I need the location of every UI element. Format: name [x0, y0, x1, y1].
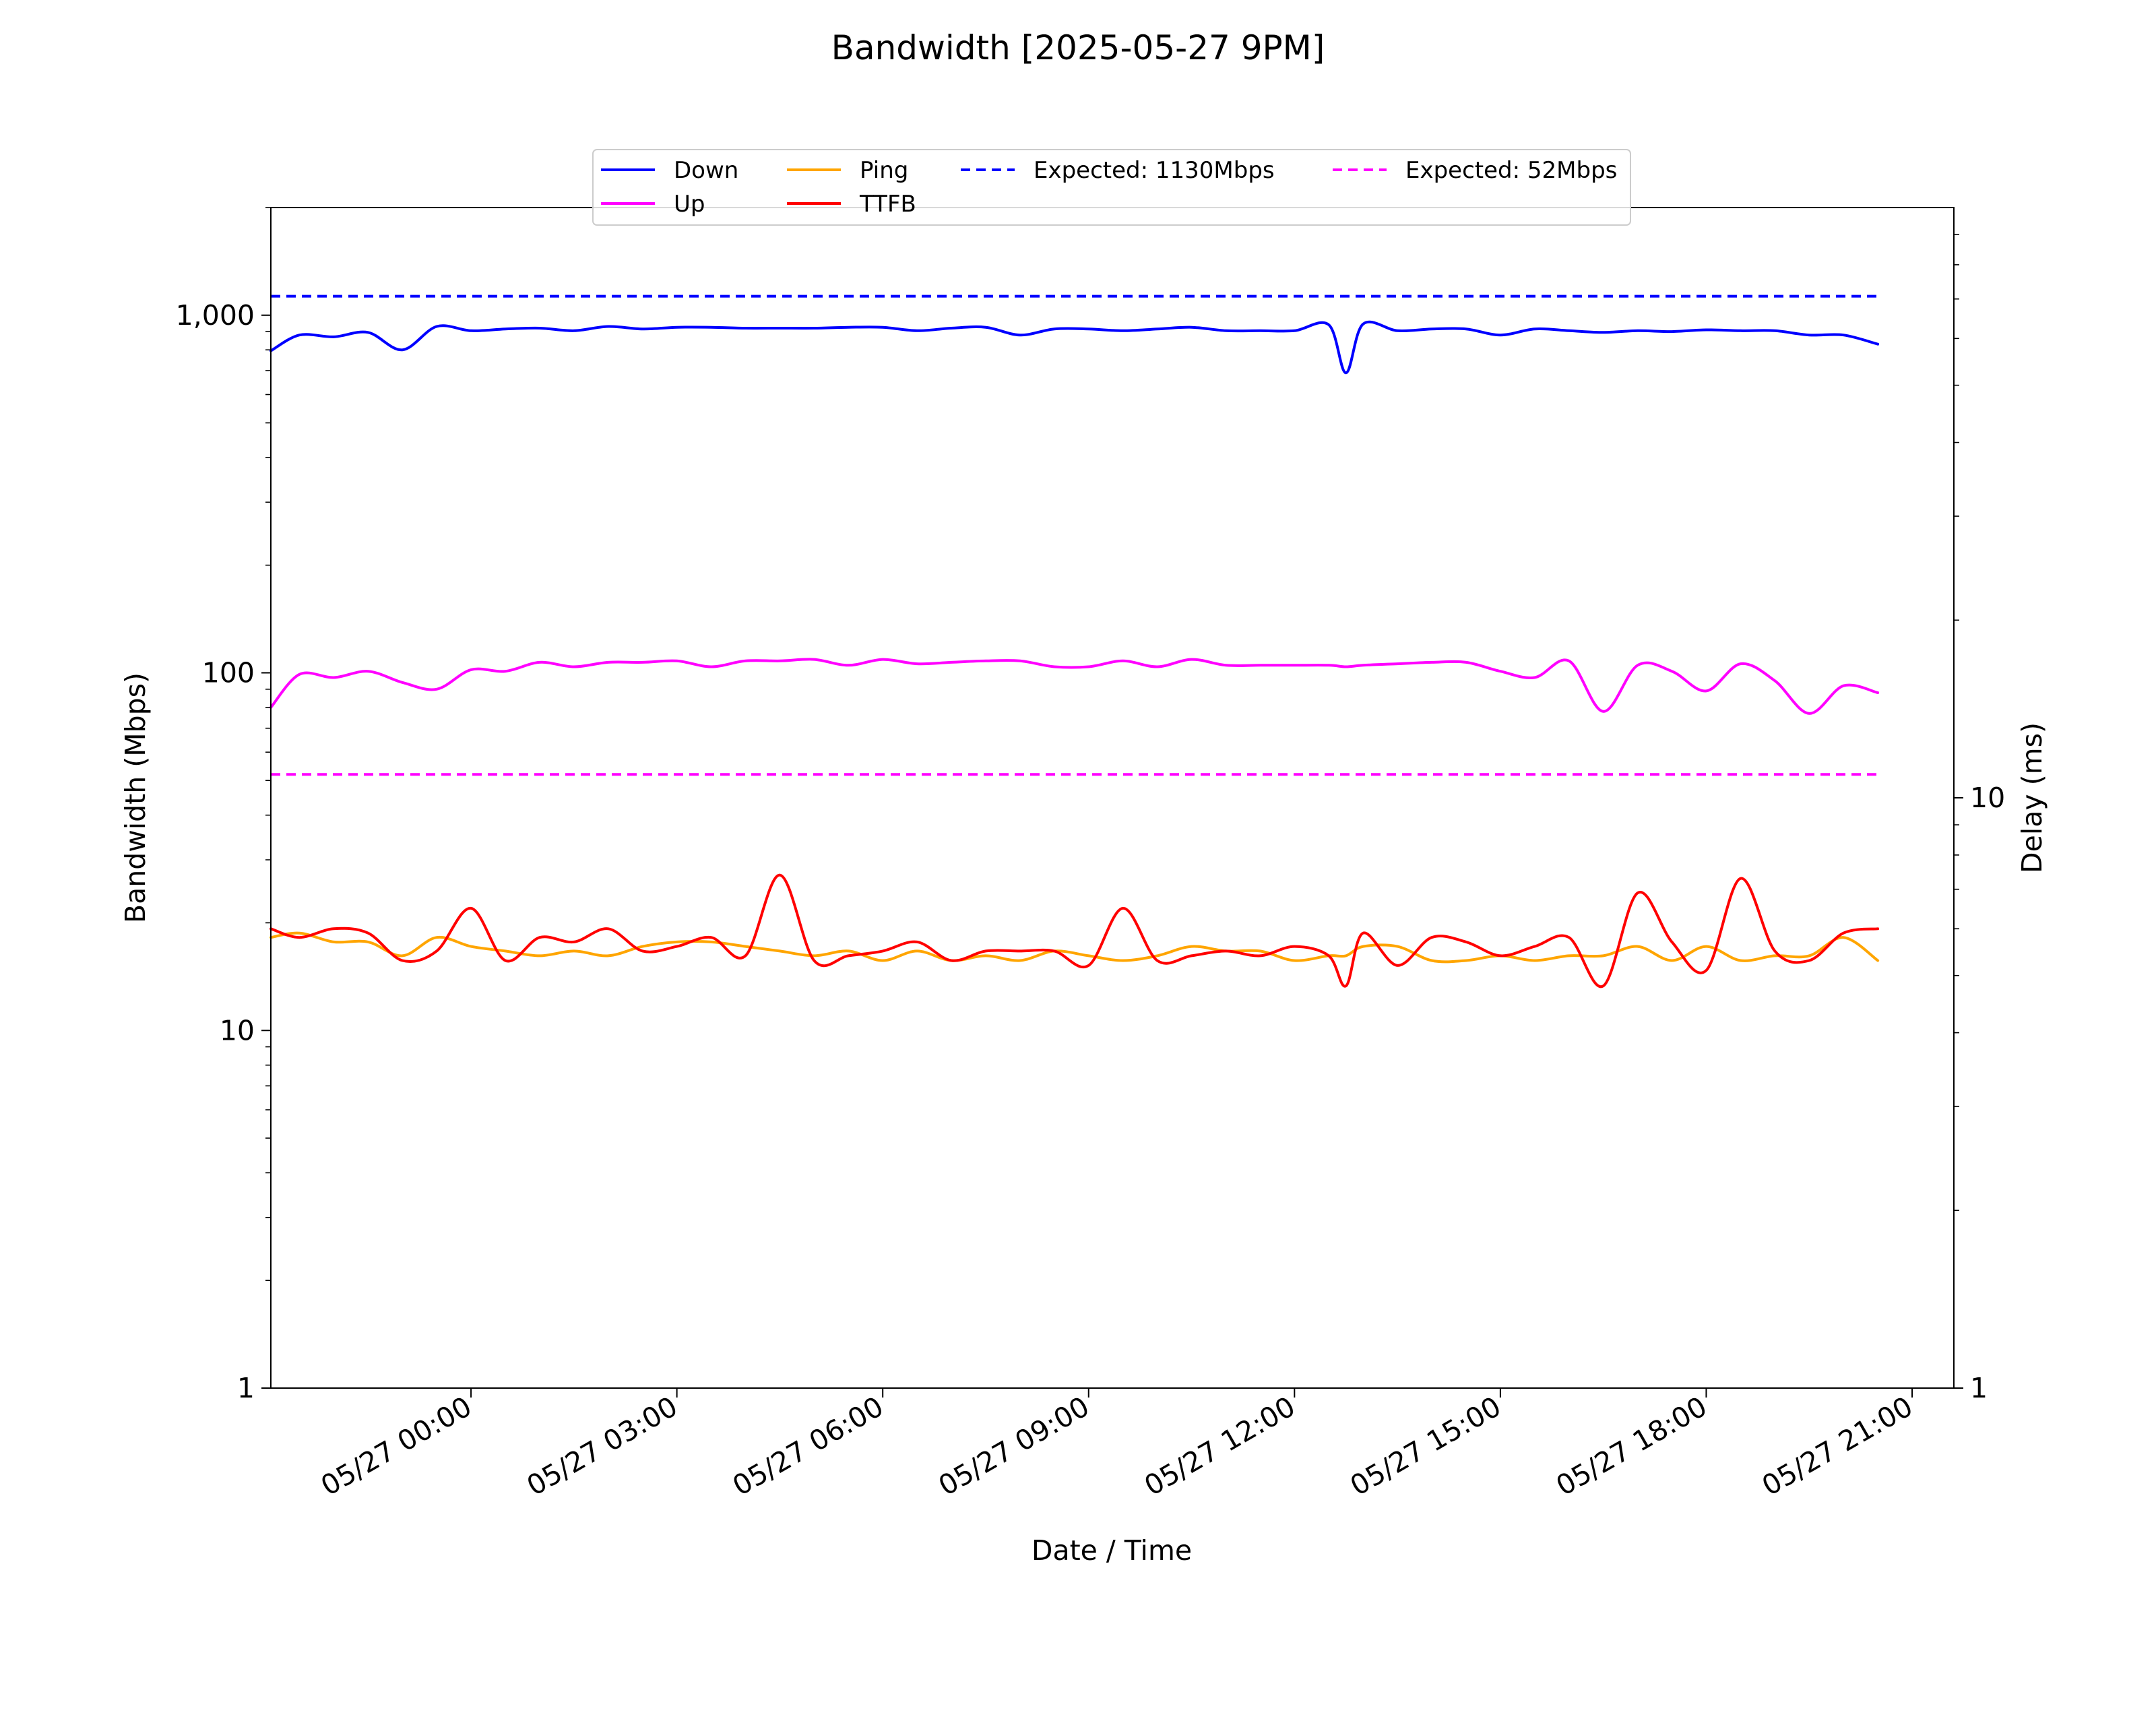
x-axis-title: Date / Time [1032, 1534, 1192, 1567]
chart-title: Bandwidth [2025-05-27 9PM] [831, 28, 1325, 67]
legend-label: TTFB [859, 191, 916, 218]
series-line-down [270, 320, 1880, 375]
legend-label: Expected: 1130Mbps [1034, 157, 1275, 184]
plot-lines [270, 294, 1880, 989]
y2-tick-label: 1 [1970, 1372, 1988, 1404]
legend-label: Up [674, 191, 705, 218]
y2-tick-label: 10 [1970, 782, 2005, 814]
y-tick-label: 100 [202, 657, 255, 689]
legend-label: Ping [860, 157, 908, 184]
y-tick-label: 1 [237, 1372, 255, 1404]
series-line-ttfb [270, 873, 1880, 989]
legend-label: Down [674, 157, 738, 184]
series-line-ping [270, 931, 1880, 964]
left-axis-title: Bandwidth (Mbps) [119, 672, 152, 923]
legend: Down Up Ping TTFB Expected: 1130Mbps Expected… [592, 149, 1631, 226]
series-line-up [270, 658, 1880, 715]
legend-label: Expected: 52Mbps [1405, 157, 1617, 184]
y-tick-label: 10 [220, 1014, 255, 1046]
y-tick-label: 1,000 [176, 299, 255, 332]
right-axis-ticks: 1 10 [1954, 234, 2005, 1404]
right-axis-title: Delay (ms) [2016, 722, 2048, 873]
left-axis-ticks: 1 10 100 1,000 [176, 207, 271, 1404]
